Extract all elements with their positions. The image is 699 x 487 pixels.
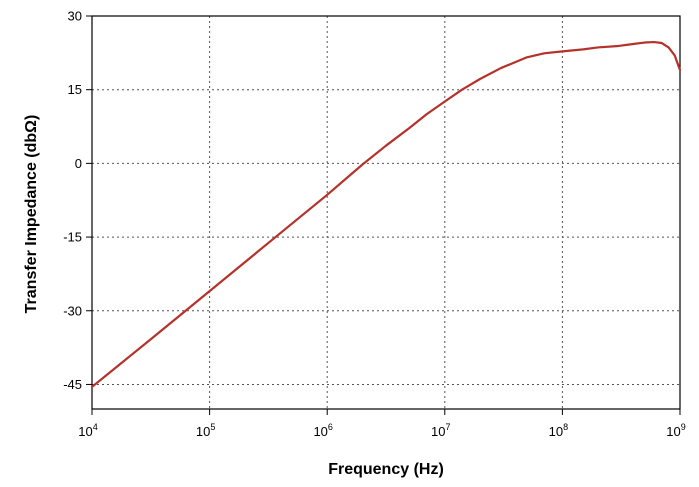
x-axis-title: Frequency (Hz) [328,461,444,478]
series-layer [90,40,682,388]
axis-ticks: 30 15 0 -15 -30 -45 104 105 106 107 108 109 [63,9,686,440]
x-tick-label: 104 [78,422,97,439]
plot-frame [91,15,681,410]
y-tick-label: 30 [68,9,82,24]
y-tick-label: -15 [63,230,82,245]
y-tick-label: 0 [75,156,82,171]
x-tick-label: 105 [196,422,215,439]
transfer-impedance-line [90,40,682,388]
y-tick-label: -30 [63,303,82,318]
y-axis-title: Transfer Impedance (dbΩ) [23,115,40,314]
y-tick-label: -45 [63,377,82,392]
x-tick-label: 108 [549,422,568,439]
y-tick-label: 15 [68,82,82,97]
x-tick-label: 109 [666,422,685,439]
x-tick-label: 107 [431,422,450,439]
x-tick-label: 106 [313,422,332,439]
grid [92,16,680,409]
